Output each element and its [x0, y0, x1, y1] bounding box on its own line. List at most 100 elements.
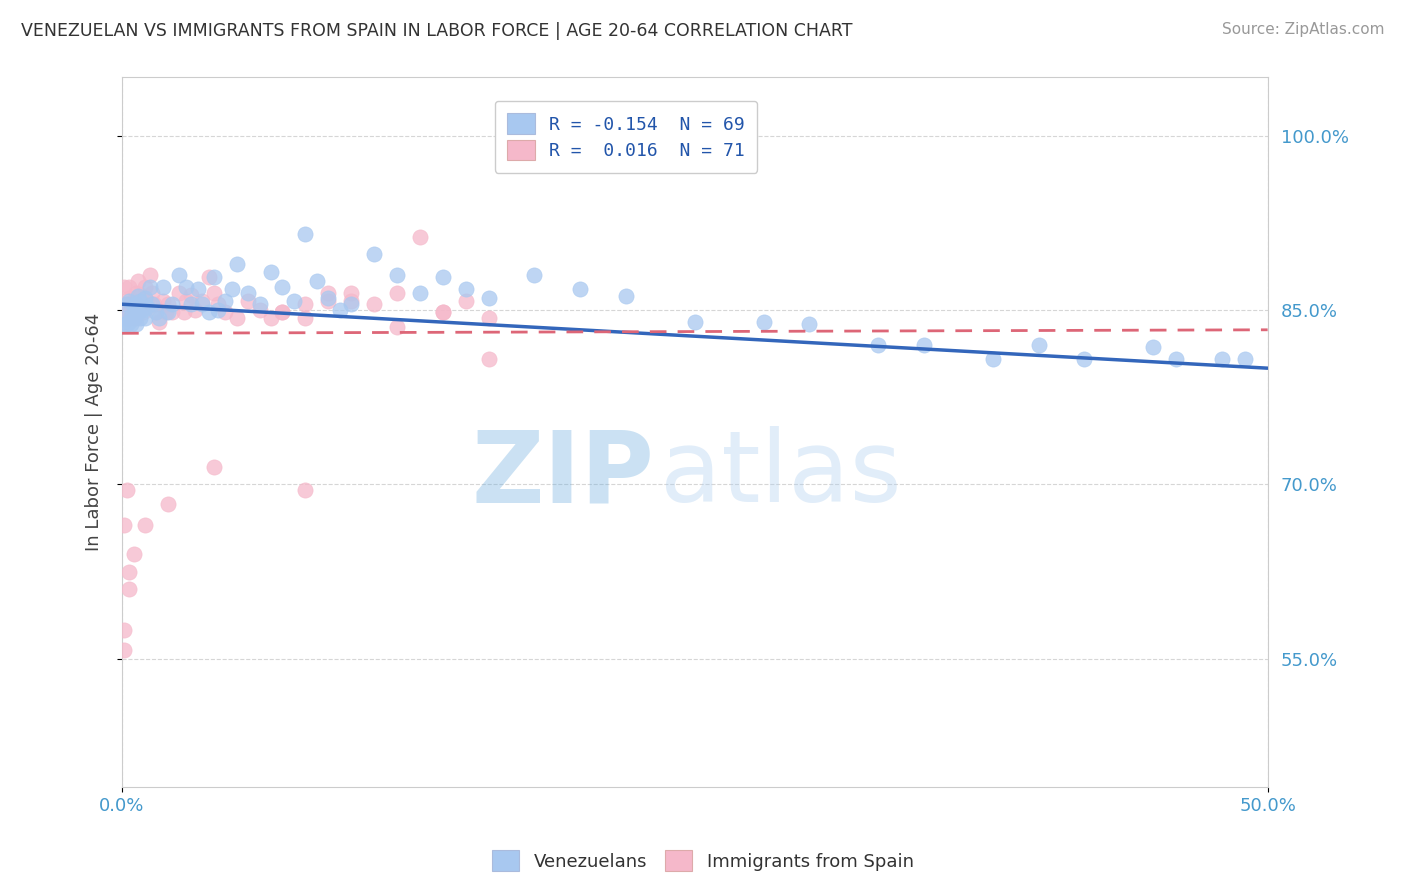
Point	[112, 279, 135, 293]
Point	[125, 317, 148, 331]
Point	[115, 317, 138, 331]
Point	[148, 311, 170, 326]
Point	[174, 293, 197, 308]
Point	[162, 297, 184, 311]
Point	[134, 518, 156, 533]
Point	[125, 297, 148, 311]
Point	[478, 311, 501, 326]
Point	[249, 297, 271, 311]
Point	[912, 338, 935, 352]
Point	[138, 268, 160, 282]
Point	[207, 303, 229, 318]
Point	[283, 293, 305, 308]
Text: VENEZUELAN VS IMMIGRANTS FROM SPAIN IN LABOR FORCE | AGE 20-64 CORRELATION CHART: VENEZUELAN VS IMMIGRANTS FROM SPAIN IN L…	[21, 22, 852, 40]
Point	[134, 292, 156, 306]
Point	[127, 289, 149, 303]
Point	[122, 547, 145, 561]
Point	[129, 303, 152, 318]
Point	[316, 285, 339, 300]
Point	[115, 297, 138, 311]
Point	[225, 256, 247, 270]
Point	[148, 315, 170, 329]
Point	[184, 303, 207, 318]
Legend: R = -0.154  N = 69, R =  0.016  N = 71: R = -0.154 N = 69, R = 0.016 N = 71	[495, 101, 758, 173]
Point	[454, 282, 477, 296]
Point	[260, 311, 283, 326]
Point	[1028, 338, 1050, 352]
Point	[156, 305, 179, 319]
Point	[981, 351, 1004, 366]
Point	[316, 292, 339, 306]
Point	[249, 303, 271, 318]
Point	[236, 285, 259, 300]
Point	[752, 315, 775, 329]
Point	[271, 279, 294, 293]
Point	[294, 297, 316, 311]
Point	[156, 297, 179, 311]
Point	[112, 297, 135, 311]
Point	[385, 285, 408, 300]
Point	[454, 293, 477, 308]
Point	[180, 288, 202, 302]
Point	[118, 582, 141, 596]
Point	[174, 279, 197, 293]
Point	[432, 270, 454, 285]
Point	[316, 293, 339, 308]
Point	[162, 305, 184, 319]
Point	[152, 293, 174, 308]
Point	[134, 293, 156, 308]
Point	[127, 305, 149, 319]
Point	[112, 518, 135, 533]
Point	[340, 293, 363, 308]
Point	[127, 274, 149, 288]
Text: Source: ZipAtlas.com: Source: ZipAtlas.com	[1222, 22, 1385, 37]
Point	[569, 282, 592, 296]
Point	[1073, 351, 1095, 366]
Point	[202, 285, 225, 300]
Point	[1142, 340, 1164, 354]
Y-axis label: In Labor Force | Age 20-64: In Labor Force | Age 20-64	[86, 313, 103, 551]
Point	[363, 297, 385, 311]
Point	[134, 311, 156, 326]
Point	[385, 268, 408, 282]
Point	[122, 311, 145, 326]
Point	[120, 297, 142, 311]
Point	[115, 311, 138, 326]
Point	[340, 297, 363, 311]
Text: ZIP: ZIP	[472, 426, 655, 524]
Point	[868, 338, 890, 352]
Point	[432, 305, 454, 319]
Point	[173, 305, 195, 319]
Point	[271, 305, 294, 319]
Point	[155, 305, 177, 319]
Point	[363, 247, 385, 261]
Point	[294, 311, 316, 326]
Point	[409, 229, 432, 244]
Point	[118, 315, 141, 329]
Point	[409, 285, 432, 300]
Point	[236, 293, 259, 308]
Point	[799, 317, 821, 331]
Point	[112, 311, 135, 326]
Point	[129, 311, 152, 326]
Point	[385, 320, 408, 334]
Point	[329, 303, 352, 318]
Point	[131, 305, 153, 319]
Point	[683, 315, 706, 329]
Point	[614, 289, 637, 303]
Text: atlas: atlas	[661, 426, 903, 524]
Point	[478, 292, 501, 306]
Point	[523, 268, 546, 282]
Point	[432, 305, 454, 319]
Point	[122, 293, 145, 308]
Point	[118, 565, 141, 579]
Point	[225, 311, 247, 326]
Point	[118, 305, 141, 319]
Point	[112, 317, 135, 331]
Point	[260, 265, 283, 279]
Point	[191, 297, 214, 311]
Point	[169, 268, 191, 282]
Point	[180, 297, 202, 311]
Point	[138, 279, 160, 293]
Point	[120, 317, 142, 331]
